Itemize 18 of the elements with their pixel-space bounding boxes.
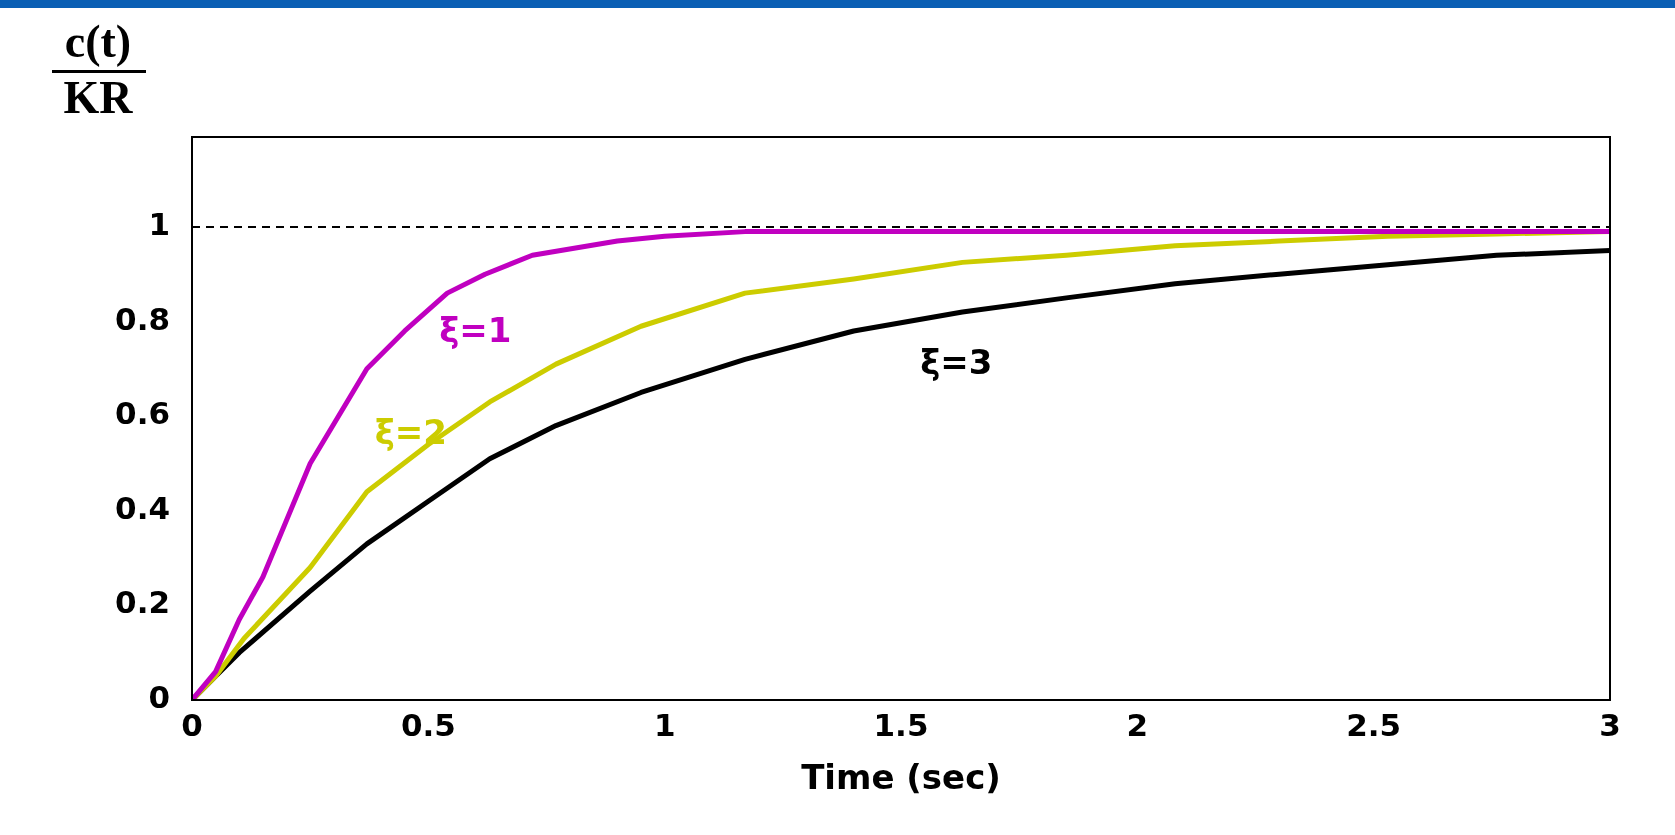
x-tick-label: 0.5 xyxy=(400,706,456,743)
x-tick-label: 3 xyxy=(1599,706,1621,743)
x-axis-title: Time (sec) xyxy=(801,757,1001,798)
x-tick-label: 2 xyxy=(1126,706,1149,743)
y-tick-label: 0.2 xyxy=(115,584,170,621)
series-label: ξ=1 xyxy=(439,309,512,350)
x-tick-label: 0 xyxy=(181,706,203,743)
y-tick-label: 0 xyxy=(148,679,170,716)
x-tick-label: 2.5 xyxy=(1346,706,1402,743)
x-tick-label: 1 xyxy=(653,706,676,743)
y-tick-label: 1 xyxy=(148,205,170,242)
x-tick-label: 1.5 xyxy=(873,706,929,743)
y-tick-label: 0.6 xyxy=(115,395,170,432)
y-axis-title: c(t) KR xyxy=(62,15,134,125)
y-tick-label: 0.4 xyxy=(115,489,170,526)
y-tick-label: 0.8 xyxy=(115,300,170,337)
series-label: ξ=3 xyxy=(920,342,993,383)
series-label: ξ=2 xyxy=(374,411,447,452)
